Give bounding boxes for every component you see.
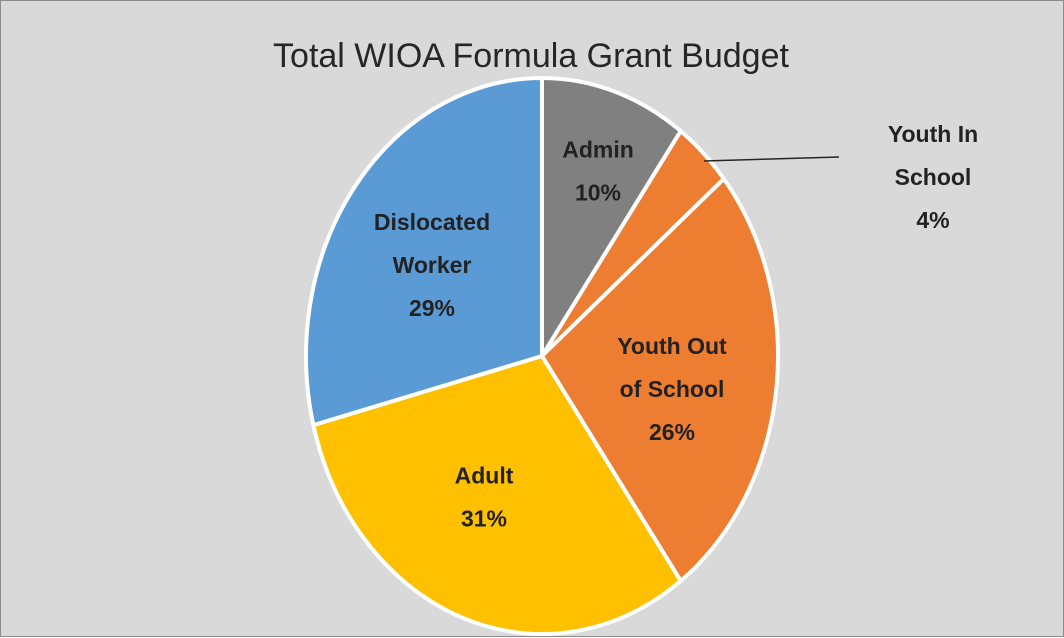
pie-slices [303,76,780,636]
slice-label-admin: Admin 10% [562,137,634,206]
chart-title: Total WIOA Formula Grant Budget [273,37,789,75]
slice-label-youth-out-of-school: Youth Out of School 26% [617,333,727,445]
leader-line-youth-in-school [703,156,840,162]
slice-label-dislocated-worker: Dislocated Worker 29% [374,209,490,321]
slice-label-adult: Adult 31% [455,463,514,532]
slice-labels: Admin 10% Youth In School 4% Youth Out of Scho… [374,121,978,532]
pie-slice-adult [311,354,683,636]
pie-slice-admin [540,76,683,358]
pie-slice-youth-out-of-school [540,176,780,583]
pie-slice-dislocated-worker [303,76,544,428]
slice-label-youth-in-school: Youth In School 4% [888,121,978,233]
